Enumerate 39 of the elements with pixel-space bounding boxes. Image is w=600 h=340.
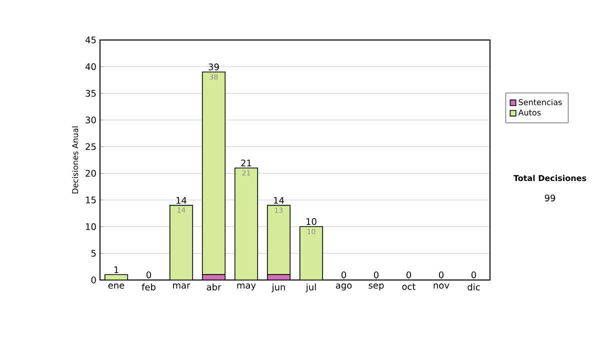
x-tick-label: nov xyxy=(434,284,450,289)
y-tick-label: 45 xyxy=(85,36,96,44)
y-tick-label: 0 xyxy=(91,276,96,284)
x-tick-label: ene xyxy=(108,284,124,289)
total-label: 21 xyxy=(241,160,252,166)
x-tick-label: jun xyxy=(272,284,285,292)
total-label: 0 xyxy=(471,271,476,278)
x-tick-label: mar xyxy=(173,284,190,289)
total-label: 10 xyxy=(306,218,316,225)
legend-label: Autos xyxy=(518,110,541,116)
total-label: 0 xyxy=(438,271,444,278)
total-label: 0 xyxy=(374,271,379,278)
y-tick-label: 15 xyxy=(86,196,96,204)
text: Total Decisiones xyxy=(513,174,586,182)
y-tick-label: 20 xyxy=(86,170,96,177)
y-tick-label: 10 xyxy=(86,223,96,230)
total-label: 39 xyxy=(208,63,219,70)
legend-label: Sentencias xyxy=(518,99,562,106)
x-tick-label: jul xyxy=(306,284,316,292)
text: 99 xyxy=(544,194,556,202)
x-tick-label: sep xyxy=(368,284,384,290)
x-tick-label: dic xyxy=(468,284,480,290)
total-label: 14 xyxy=(176,197,186,204)
y-tick-label: 25 xyxy=(86,143,96,150)
total-label: 1 xyxy=(114,266,118,273)
total-label: 0 xyxy=(146,271,152,278)
y-axis-title: Decisiones Anual xyxy=(72,126,78,194)
x-tick-label: abr xyxy=(206,284,222,290)
y-tick-label: 5 xyxy=(91,250,96,257)
x-tick-label: oct xyxy=(402,284,416,290)
x-tick-label: may xyxy=(237,284,256,290)
x-tick-label: feb xyxy=(142,284,156,290)
y-tick-label: 30 xyxy=(86,116,96,124)
y-tick-label: 35 xyxy=(86,90,96,97)
x-tick-label: ago xyxy=(336,284,352,290)
total-label: 14 xyxy=(274,197,284,204)
total-label: 0 xyxy=(406,271,412,278)
y-tick-label: 40 xyxy=(85,63,96,70)
total-label: 0 xyxy=(341,271,346,278)
